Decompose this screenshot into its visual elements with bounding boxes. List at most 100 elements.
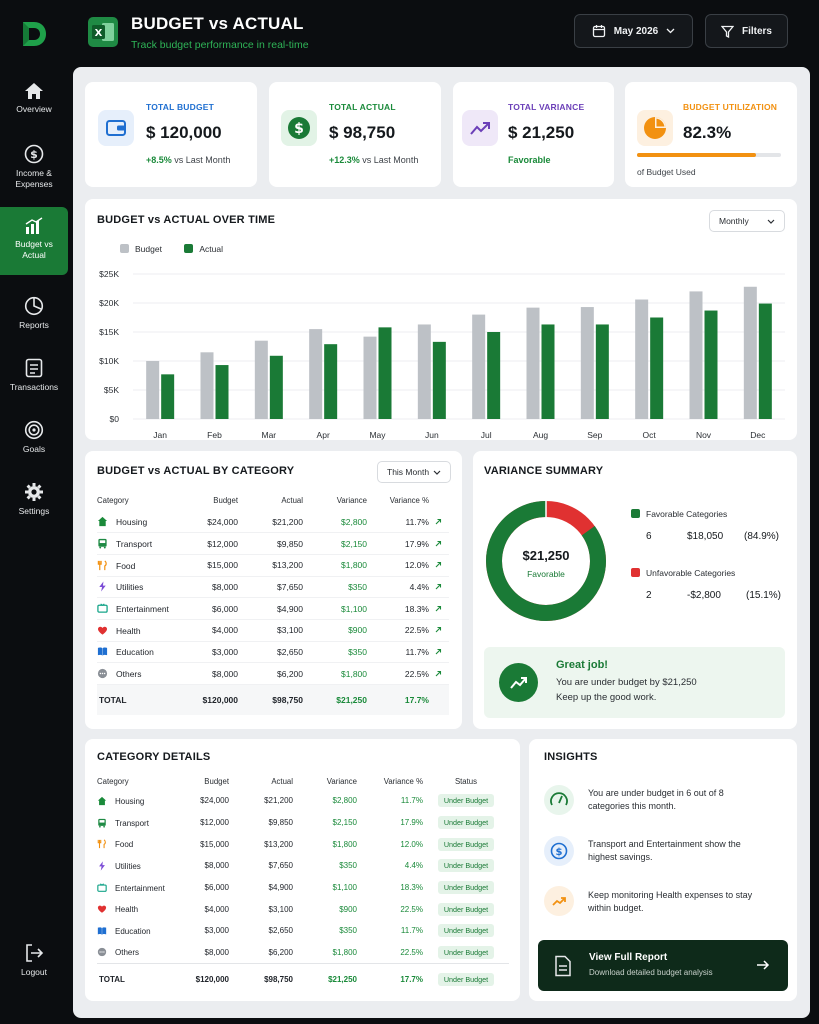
nav-goals[interactable]: Goals — [0, 420, 68, 455]
table-row[interactable]: Education $3,000 $2,650 $350 11.7% Under Budg… — [97, 920, 509, 942]
col-header: Category — [97, 495, 129, 505]
col-header: Variance % — [389, 495, 429, 505]
table-row[interactable]: Housing $24,000 $21,200 $2,800 11.7% Under Bu… — [97, 790, 509, 812]
page-title: BUDGET vs ACTUAL — [131, 14, 304, 33]
variance-pct-cell: 11.7% — [405, 516, 429, 527]
status-cell: Under Budget — [423, 920, 509, 942]
nav-budget-vs-actual[interactable]: Budget vs Actual — [0, 207, 68, 275]
trend-up-icon — [544, 886, 574, 916]
category-name: Housing — [115, 796, 145, 806]
trend-up-icon — [462, 110, 498, 146]
x-tick-label: Jun — [425, 430, 439, 440]
status-badge: Under Budget — [437, 924, 495, 938]
table-row[interactable]: Transport $12,000 $9,850 $2,150 17.9% Under B… — [97, 812, 509, 834]
trend-up-icon — [435, 605, 441, 611]
kpi-note: vs Last Month — [174, 155, 231, 165]
nav-transactions-label: Transactions — [9, 382, 59, 392]
date-picker[interactable]: May 2026 — [574, 14, 693, 48]
kpi-title: TOTAL BUDGET — [146, 102, 215, 112]
view-full-report-button[interactable]: View Full Report Download detailed budge… — [538, 940, 788, 991]
status-cell: Under Budget — [423, 898, 509, 920]
y-tick-label: $15K — [99, 327, 119, 337]
kpi-value: $ 98,750 — [329, 123, 396, 142]
table-row[interactable]: Health $4,000 $3,100 $900 22.5% Under Budget — [97, 898, 509, 920]
nav-transactions[interactable]: Transactions — [0, 358, 68, 393]
table-row[interactable]: Entertainment $6,000 $4,900 $1,100 18.3% Unde… — [97, 877, 509, 899]
variance-summary-card: VARIANCE SUMMARY $21,250 Favorable Favor… — [473, 451, 797, 729]
legend-budget: Budget — [120, 244, 162, 254]
svg-text:$: $ — [294, 121, 304, 137]
logout-icon — [26, 944, 44, 962]
actual-bar — [269, 355, 283, 419]
report-button-subtitle: Download detailed budget analysis — [589, 968, 713, 977]
status-badge: Under Budget — [437, 902, 495, 916]
table-row[interactable]: Food $15,000 $13,200 $1,800 12.0% — [97, 554, 449, 577]
table-row[interactable]: Others $8,000 $6,200 $1,800 22.5% Under Budge… — [97, 942, 509, 964]
legend-swatch — [184, 244, 194, 253]
table-row[interactable]: Others $8,000 $6,200 $1,800 22.5% — [97, 663, 449, 685]
table-row[interactable]: Housing $24,000 $21,200 $2,800 11.7% — [97, 511, 449, 533]
table-row[interactable]: Utilities $8,000 $7,650 $350 4.4% Under Budge… — [97, 855, 509, 877]
table-row[interactable]: Food $15,000 $13,200 $1,800 12.0% Under Budge… — [97, 833, 509, 855]
status-cell: Under Budget — [423, 855, 509, 877]
col-header: Variance % — [383, 776, 423, 786]
kpi-change: +8.5% vs Last Month — [146, 155, 230, 165]
legend-label: Unfavorable Categories — [646, 568, 736, 578]
legend-label: Favorable Categories — [646, 509, 728, 519]
variance-cell: $900 — [339, 904, 357, 914]
category-name: Housing — [116, 517, 148, 528]
status-cell: Under Budget — [423, 833, 509, 855]
unfavorable-pct: (15.1%) — [746, 590, 782, 601]
status-badge: Under Budget — [437, 816, 495, 830]
kpi-budget-utilization: BUDGET UTILIZATION 82.3% of Budget Used — [625, 82, 797, 187]
budget-cell: $15,000 — [200, 839, 229, 849]
category-period-dropdown[interactable]: This Month — [377, 461, 451, 483]
table-row[interactable]: Health $4,000 $3,100 $900 22.5% — [97, 619, 449, 642]
budget-bar — [309, 329, 323, 419]
col-header: Actual — [271, 776, 293, 786]
legend-label: Budget — [135, 244, 162, 254]
over-time-card: BUDGET vs ACTUAL OVER TIME Monthly Budge… — [85, 199, 797, 440]
banner-line-1: You are under budget by $21,250 — [556, 677, 697, 688]
table-row[interactable]: Education $3,000 $2,650 $350 11.7% — [97, 641, 449, 663]
category-cell: Health — [97, 619, 183, 641]
unfavorable-count: 2 — [646, 590, 652, 601]
variance-pct-cell: 22.5% — [400, 947, 423, 957]
kpi-note: vs Last Month — [362, 155, 419, 165]
x-tick-label: Feb — [207, 430, 222, 440]
col-spacer — [429, 489, 449, 511]
actual-cell: $9,850 — [277, 538, 303, 549]
tv-icon — [97, 883, 107, 892]
status-badge: Under Budget — [437, 794, 495, 808]
kpi-title: BUDGET UTILIZATION — [683, 102, 778, 112]
total-variance: $21,250 — [336, 694, 367, 705]
wallet-icon — [98, 110, 134, 146]
trend-up-icon — [435, 562, 441, 568]
nav-overview[interactable]: Overview — [0, 82, 68, 115]
nav-income-expenses[interactable]: $ Income & Expenses — [0, 144, 68, 190]
nav-reports[interactable]: Reports — [0, 296, 68, 331]
kpi-change: +12.3% vs Last Month — [329, 155, 418, 165]
bus-icon — [98, 818, 106, 828]
variance-pct-cell: 11.7% — [405, 646, 429, 657]
home-icon — [97, 517, 108, 527]
actual-cell: $4,900 — [277, 603, 303, 614]
y-tick-label: $5K — [104, 385, 119, 395]
table-row[interactable]: Entertainment $6,000 $4,900 $1,100 18.3% — [97, 598, 449, 620]
category-name: Food — [115, 840, 134, 850]
filters-button[interactable]: Filters — [705, 14, 788, 48]
svg-text:X: X — [95, 28, 103, 39]
table-row[interactable]: Utilities $8,000 $7,650 $350 4.4% — [97, 576, 449, 598]
nav-settings[interactable]: Settings — [0, 482, 68, 517]
logout-button[interactable]: Logout — [0, 943, 68, 978]
variance-cell: $1,100 — [341, 603, 367, 614]
legend-swatch — [631, 509, 640, 518]
period-dropdown[interactable]: Monthly — [709, 210, 785, 232]
actual-cell: $3,100 — [277, 625, 303, 636]
category-name: Health — [115, 905, 139, 915]
table-row[interactable]: Transport $12,000 $9,850 $2,150 17.9% — [97, 533, 449, 555]
actual-cell: $2,650 — [277, 646, 303, 657]
actual-cell: $13,200 — [264, 839, 293, 849]
x-tick-label: Oct — [643, 430, 657, 440]
variance-donut-chart — [486, 500, 606, 621]
